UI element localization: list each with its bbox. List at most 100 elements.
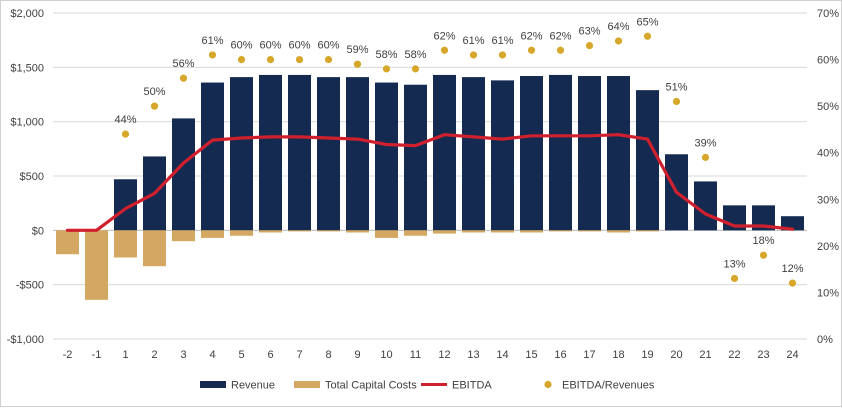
capital-cost-bar [375, 230, 398, 238]
revenue-bar [636, 90, 659, 231]
capital-cost-bar [433, 230, 456, 234]
ratio-data-label: 58% [404, 49, 426, 61]
revenue-bar [491, 80, 514, 231]
ratio-data-label: 61% [491, 35, 513, 47]
capital-cost-bar [520, 230, 543, 233]
capital-cost-bar [317, 230, 340, 232]
x-tick-label: 16 [554, 349, 566, 361]
capital-cost-bar [636, 230, 659, 232]
y-right-tick-label: 30% [817, 194, 839, 206]
capital-cost-bar [201, 230, 224, 238]
y-left-tick-label: $2,000 [10, 8, 44, 20]
revenue-bar [549, 74, 572, 231]
x-tick-label: 15 [525, 349, 537, 361]
ratio-data-label: 58% [375, 49, 397, 61]
y-right-tick-label: 60% [817, 55, 839, 67]
y-right-tick-label: 20% [817, 241, 839, 253]
ratio-dot [121, 130, 130, 138]
x-tick-label: 21 [699, 349, 711, 361]
ratio-dot [585, 42, 594, 50]
x-tick-label: 1 [122, 349, 128, 361]
ratio-dot [498, 51, 507, 59]
x-tick-label: 20 [670, 349, 682, 361]
ratio-data-label: 56% [172, 58, 194, 70]
ratio-dot [556, 46, 565, 54]
ratio-dot [382, 65, 391, 73]
ratio-dot [614, 37, 623, 45]
legend-swatch-bar [294, 381, 320, 388]
capital-cost-bar [491, 230, 514, 233]
capital-cost-bar [85, 230, 108, 300]
ratio-data-label: 39% [694, 137, 716, 149]
revenue-bar [404, 84, 427, 231]
ratio-dot [411, 65, 420, 73]
revenue-bar [375, 82, 398, 231]
revenue-bar [114, 179, 137, 231]
ratio-dot [527, 46, 536, 54]
x-tick-label: 13 [467, 349, 479, 361]
y-right-tick-label: 10% [817, 287, 839, 299]
x-tick-label: 18 [612, 349, 624, 361]
legend-label: Revenue [231, 380, 275, 392]
legend-swatch-dot [544, 380, 552, 389]
legend-label: Total Capital Costs [325, 380, 417, 392]
capital-cost-bar [462, 230, 485, 233]
revenue-bar [462, 77, 485, 231]
x-tick-label: -2 [63, 349, 73, 361]
ratio-dot [295, 55, 304, 64]
revenue-bar [317, 77, 340, 231]
legend-label: EBITDA/Revenues [562, 380, 655, 392]
ratio-dot [759, 251, 768, 259]
ratio-data-label: 62% [433, 30, 455, 42]
gridlines [53, 12, 807, 340]
ratio-data-label: 12% [781, 263, 803, 275]
x-tick-label: 24 [786, 349, 798, 361]
ratio-dot [353, 60, 362, 68]
x-tick-label: 6 [267, 349, 273, 361]
ratio-data-label: 61% [462, 35, 484, 47]
capital-cost-bar [549, 230, 572, 232]
ratio-dot [237, 55, 246, 64]
ratio-dot-series: 44% 50% 56% 61% 60% 60% 60% 60% 59% 58% 58% 62% 61% 6… [114, 16, 804, 287]
revenue-bar [694, 181, 717, 231]
y-right-tick-label: 70% [817, 8, 839, 20]
y-axis-left: -$1,000 -$500 $0 $500 $1,000 $1,500 $2,000 [7, 8, 44, 346]
ratio-dot [324, 55, 333, 64]
ratio-data-label: 60% [288, 40, 310, 52]
revenue-bar [288, 74, 311, 231]
capital-cost-bar [404, 230, 427, 236]
revenue-bar [230, 77, 253, 231]
legend: Revenue Total Capital Costs EBITDA EBITDA/R… [200, 380, 655, 392]
capital-cost-bar [56, 230, 79, 255]
bar-series [56, 74, 804, 300]
x-tick-label: 17 [583, 349, 595, 361]
legend-label: EBITDA [452, 380, 492, 392]
y-right-tick-label: 0% [817, 334, 833, 346]
ratio-dot [440, 46, 449, 54]
ratio-dot [150, 102, 159, 110]
ratio-data-label: 62% [520, 30, 542, 42]
ratio-data-label: 64% [607, 21, 629, 33]
x-tick-label: 22 [728, 349, 740, 361]
ebitda-line [65, 133, 795, 232]
ratio-data-label: 60% [259, 40, 281, 52]
x-tick-label: 3 [180, 349, 186, 361]
revenue-bar [259, 74, 282, 231]
x-tick-label: 5 [238, 349, 244, 361]
revenue-bar [433, 74, 456, 231]
y-left-tick-label: -$500 [16, 280, 44, 292]
y-axis-right: 0% 10% 20% 30% 40% 50% 60% 70% [817, 8, 839, 346]
ratio-data-label: 18% [752, 235, 774, 247]
x-tick-label: 9 [354, 349, 360, 361]
x-tick-label: 7 [296, 349, 302, 361]
ratio-data-label: 65% [636, 16, 658, 28]
revenue-bar [201, 82, 224, 231]
y-left-tick-label: $1,000 [10, 117, 44, 129]
revenue-bar [578, 76, 601, 231]
ratio-data-label: 51% [665, 81, 687, 93]
capital-cost-bar [114, 230, 137, 258]
capital-cost-bar [288, 230, 311, 232]
ratio-dot [672, 97, 681, 106]
ratio-data-label: 44% [114, 114, 136, 126]
